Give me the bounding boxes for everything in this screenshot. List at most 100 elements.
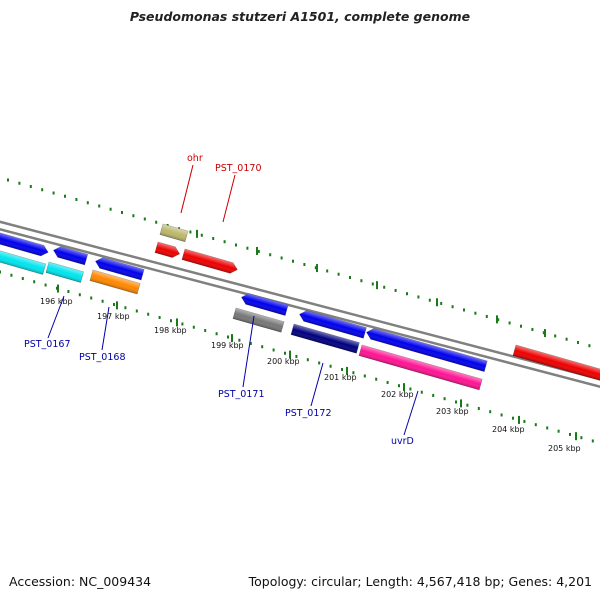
outer-track-dot <box>394 288 397 292</box>
outer-track-dot <box>542 331 545 335</box>
backbone-layer <box>0 220 600 388</box>
gene-label[interactable]: PST_0168 <box>79 352 126 363</box>
inner-track-dot <box>192 325 195 329</box>
accession-text: Accession: NC_009434 <box>9 574 152 589</box>
inner-track-dot <box>569 432 571 436</box>
gene-blue-6-shading <box>366 328 488 372</box>
gene-cyan-2-shading <box>45 262 84 283</box>
gene-blue-1[interactable] <box>0 229 50 258</box>
inner-track-dot <box>204 328 207 332</box>
inner-track-dot <box>341 367 343 371</box>
inner-track-major-tick <box>176 318 178 327</box>
gene-navy[interactable] <box>290 323 360 354</box>
scale-label: 204 kbp <box>492 425 525 434</box>
gene-blue-2[interactable] <box>52 245 89 266</box>
gene-red-long[interactable] <box>181 248 239 275</box>
outer-track-dot <box>41 188 44 192</box>
inner-track-major-tick <box>57 284 59 293</box>
map-title: Pseudomonas stutzeri A1501, complete gen… <box>129 9 471 24</box>
inner-track-dot <box>0 270 1 274</box>
leader-line <box>180 164 194 214</box>
gene-orange[interactable] <box>89 269 141 295</box>
gene-cyan-1[interactable] <box>0 247 47 275</box>
gene-blue-5-shading <box>299 310 367 339</box>
outer-track-major-tick <box>436 298 438 307</box>
inner-track-dot <box>10 273 13 277</box>
gene-red-small[interactable] <box>154 241 181 259</box>
outer-track-dot <box>337 272 340 276</box>
outer-track-dot <box>531 327 534 331</box>
leader-line <box>47 295 65 339</box>
scale-label-layer: 196 kbp 197 kbp 198 kbp 199 kbp 200 kbp 201 k… <box>40 297 581 453</box>
outer-track-dot <box>303 262 306 266</box>
gene-blue-2-shading <box>53 246 88 265</box>
gene-blue-4-shading <box>241 293 289 316</box>
outer-track-major-tick <box>544 329 546 338</box>
inner-track-dot <box>44 283 47 287</box>
outer-track-dot <box>554 334 557 338</box>
gene-blue-3[interactable] <box>94 256 145 281</box>
gene-label[interactable]: ohr <box>187 153 203 164</box>
inner-track-dot <box>306 358 309 362</box>
gene-label[interactable]: PST_0171 <box>218 389 265 400</box>
scale-label: 200 kbp <box>267 357 300 366</box>
outer-track-dot <box>428 298 431 302</box>
gene-blue-1-shading <box>0 230 49 256</box>
outer-track-dot <box>565 337 568 341</box>
gene-gray[interactable] <box>232 307 285 333</box>
outer-track-dot <box>212 236 215 240</box>
gene-cyan-1-shading <box>0 248 46 275</box>
outer-track-dot <box>64 194 66 198</box>
inner-track-major-tick <box>518 415 520 424</box>
inner-track-dot <box>135 309 138 313</box>
gene-blue-6[interactable] <box>365 327 488 372</box>
outer-track-dot <box>269 253 272 257</box>
inner-track-dot <box>352 371 355 375</box>
outer-track-dot <box>18 181 21 185</box>
outer-track-dot <box>121 210 123 214</box>
inner-track-dot <box>512 416 514 420</box>
inner-track-major-tick <box>116 301 118 310</box>
inner-track-dot <box>386 380 389 384</box>
gene-pink[interactable] <box>358 344 483 391</box>
gene-label[interactable]: PST_0170 <box>215 163 262 174</box>
gene-red-right[interactable] <box>512 344 600 384</box>
outer-track-dot <box>314 266 317 270</box>
inner-track-dot <box>147 312 150 316</box>
inner-track-dot <box>101 299 104 303</box>
gene-blue-5[interactable] <box>298 309 367 339</box>
inner-track-dot <box>21 276 24 280</box>
gene-red-long-shading <box>181 249 238 274</box>
leader-line <box>242 315 255 388</box>
gene-blue-4[interactable] <box>240 292 289 316</box>
outer-track-dot <box>463 308 465 312</box>
outer-track-dot <box>98 204 101 208</box>
outer-track-dot <box>52 191 55 195</box>
inner-track-dot <box>67 289 70 293</box>
topology-text: Topology: circular; Length: 4,567,418 bp… <box>248 574 592 589</box>
outer-track-dot <box>360 279 363 283</box>
inner-track-dot <box>90 296 93 300</box>
inner-track-dot <box>78 293 81 297</box>
inner-track-major-tick <box>575 432 577 441</box>
gene-label[interactable]: uvrD <box>391 436 414 447</box>
outer-track-dot <box>508 321 511 325</box>
outer-track-dot <box>417 295 420 299</box>
inner-track-dot <box>375 377 378 381</box>
inner-track-dot <box>455 400 457 404</box>
inner-track-dot <box>124 306 127 310</box>
outer-track-dot <box>109 207 112 211</box>
gene-cyan-2[interactable] <box>45 261 84 283</box>
outer-track-dot <box>75 197 78 201</box>
gene-khaki[interactable] <box>159 223 189 243</box>
outer-track-dot <box>520 324 522 328</box>
outer-track-dot <box>577 340 579 344</box>
scale-label: 202 kbp <box>381 390 414 399</box>
outer-track-major-tick <box>376 281 378 290</box>
gene-label[interactable]: PST_0172 <box>285 408 332 419</box>
outer-track-dot <box>155 220 158 224</box>
inner-track-dot <box>170 319 172 323</box>
backbone-line-inner <box>0 228 600 388</box>
gene-label[interactable]: PST_0167 <box>24 339 71 350</box>
inner-track-dot <box>284 351 286 355</box>
